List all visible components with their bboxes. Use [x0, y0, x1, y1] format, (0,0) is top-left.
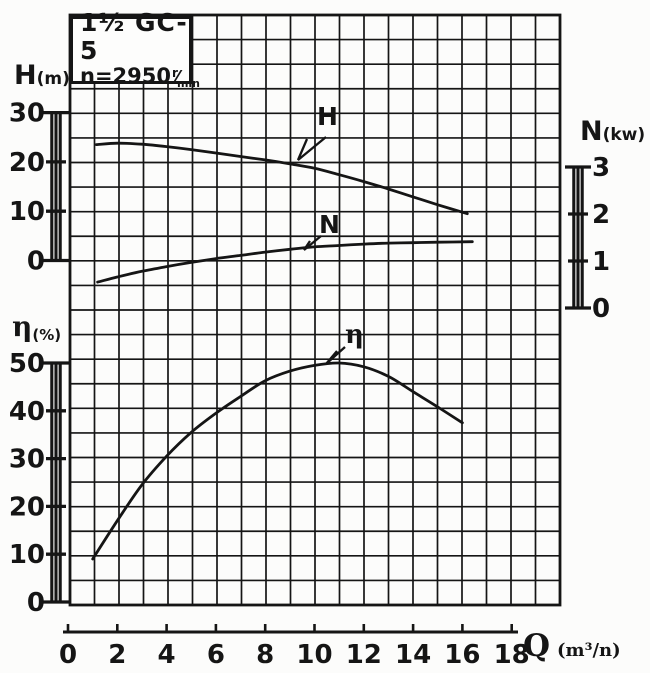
- curve-label-H: H: [317, 102, 338, 131]
- q-tick-label: 12: [346, 640, 382, 670]
- h-axis-unit: (m): [36, 69, 70, 89]
- H-tick-label: 0: [27, 247, 45, 277]
- q-tick-label: 16: [444, 640, 480, 670]
- eta-tick-label: 10: [9, 540, 45, 570]
- N-scale-bar: 0 1 2 3: [565, 153, 610, 324]
- q-tick-label: 0: [59, 640, 77, 670]
- n-axis-letter: N: [580, 116, 603, 147]
- q-tick-label: 18: [494, 640, 530, 670]
- H-tick-label: 10: [9, 197, 45, 227]
- q-tick-label: 2: [108, 640, 126, 670]
- H-scale-bar: 0 10 20 30: [9, 99, 69, 277]
- leader-eta: [325, 346, 346, 365]
- curve-path-H: [94, 141, 469, 216]
- N-tick-label: 3: [592, 153, 610, 183]
- eta-axis-title: η(%): [12, 310, 62, 344]
- n-axis-unit: (kw): [602, 125, 646, 145]
- q-axis-letter: Q: [523, 628, 551, 664]
- eta-tick-label: 50: [9, 349, 45, 379]
- title-box: 1½ GC-5 n=2950r⁄min: [70, 9, 200, 90]
- q-tick-label: 8: [256, 640, 274, 670]
- eta-tick-label: 0: [27, 588, 45, 618]
- n-axis-title: N(kw): [580, 116, 645, 147]
- eta-scale-bar: 0 10 20 30 40 50: [9, 349, 69, 618]
- h-axis-title: H(m): [14, 60, 70, 91]
- speed-numerator: r: [172, 66, 178, 81]
- plot-border: [68, 13, 562, 607]
- q-tick-label: 14: [395, 640, 431, 670]
- q-tick-label: 10: [296, 640, 332, 670]
- h-axis-letter: H: [14, 60, 37, 91]
- H-tick-label: 20: [9, 148, 45, 178]
- curve-path-N: [96, 240, 474, 284]
- speed-prefix: n=2950: [80, 64, 171, 89]
- N-tick-label: 1: [592, 247, 610, 277]
- speed-slash: ⁄: [175, 67, 179, 89]
- curve-N: [96, 240, 474, 284]
- N-tick-label: 2: [592, 200, 610, 230]
- q-tick-label: 4: [158, 640, 176, 670]
- pump-speed: n=2950r⁄min: [80, 64, 200, 91]
- eta-axis-unit: (%): [32, 326, 62, 344]
- q-axis: 0 2 4 6 8 10 12 14 16 18: [59, 624, 530, 670]
- leader-N: [303, 235, 322, 251]
- eta-axis-letter: η: [12, 310, 33, 343]
- curve-label-N: N: [319, 210, 340, 239]
- leader-H: [296, 136, 327, 161]
- N-tick-label: 0: [592, 294, 610, 324]
- pump-model: 1½ GC-5: [80, 8, 188, 65]
- q-tick-label: 6: [207, 640, 225, 670]
- speed-denominator: min: [176, 77, 201, 91]
- curve-path-eta: [91, 361, 464, 561]
- eta-tick-label: 30: [9, 445, 45, 475]
- eta-tick-label: 20: [9, 492, 45, 522]
- curve-H: [94, 141, 469, 216]
- curve-label-eta: η: [345, 320, 364, 350]
- eta-tick-label: 40: [9, 397, 45, 427]
- q-axis-unit: (m³/n): [557, 640, 621, 661]
- grid: [68, 13, 562, 607]
- H-tick-label: 30: [9, 99, 45, 129]
- curve-eta: [91, 361, 464, 561]
